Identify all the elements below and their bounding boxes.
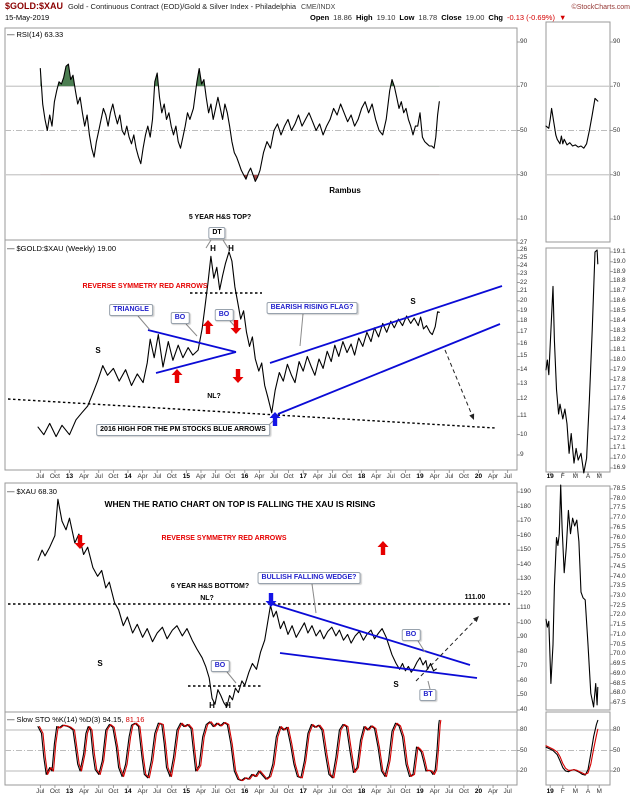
open-label: Open	[310, 13, 330, 22]
xau-series-line	[37, 498, 437, 708]
red-up-arrow	[377, 541, 389, 555]
sto-panel-label: — Slow STO %K(14) %D(3) 94.15, 81.16	[7, 715, 144, 724]
chart-header: $GOLD:$XAU Gold - Continuous Contract (E…	[5, 1, 630, 11]
rsi-panel-border	[4, 27, 518, 241]
arrowhead	[469, 413, 475, 420]
trendline	[269, 285, 503, 364]
ratio-panel-label: — $GOLD:$XAU (Weekly) 19.00	[7, 244, 116, 253]
trendline	[279, 652, 478, 679]
chg-direction-icon: ▼	[558, 13, 567, 22]
mini_rsi-series-line	[545, 97, 599, 149]
dashed-arrow-line	[415, 615, 480, 682]
high-value: 19.10	[376, 13, 396, 22]
mxau-panel-border	[545, 485, 611, 711]
trendline	[277, 323, 501, 415]
chg-label: Chg	[488, 13, 503, 22]
sto_k-series-line	[37, 719, 440, 782]
quote-row: 15-May-2019 Open 18.86 High 19.10 Low 18…	[5, 13, 630, 25]
red-down-arrow	[74, 535, 86, 549]
red-up-arrow	[171, 369, 183, 383]
legend-dash-icon: —	[7, 244, 15, 253]
close-label: Close	[441, 13, 462, 22]
legend-dash-icon: —	[7, 715, 15, 724]
callout-tail	[137, 315, 151, 331]
copyright-label: ©StockCharts.com	[571, 4, 630, 11]
legend-dash-icon: —	[7, 487, 15, 496]
legend-dash-icon: —	[7, 30, 15, 39]
sto-panel-border	[4, 711, 518, 786]
ratio-panel-label-text: $GOLD:$XAU (Weekly) 19.00	[16, 244, 117, 253]
callout-tail	[226, 671, 237, 684]
high-label: High	[355, 13, 373, 22]
exchange-label: CME/INDX	[301, 4, 336, 11]
mrsi-panel-border	[545, 21, 611, 243]
xau-panel-border	[4, 482, 518, 713]
trendline	[271, 603, 471, 666]
gold_xau_ratio-series-line	[37, 251, 440, 438]
sto-d-label-text: 81.16	[125, 715, 145, 724]
trendline	[155, 351, 237, 374]
blue-up-arrow	[269, 412, 281, 426]
msto-panel-border	[545, 711, 611, 786]
low-label: Low	[399, 13, 415, 22]
callout-tail	[185, 323, 198, 337]
open-value: 18.86	[333, 13, 352, 22]
callout-tail	[427, 680, 431, 690]
ticker-description: Gold - Continuous Contract (EOD)/Gold & …	[68, 2, 297, 11]
arrowhead	[472, 616, 479, 623]
ticker-symbol: $GOLD:$XAU	[5, 1, 64, 11]
mini_ratio-series-line	[545, 249, 599, 474]
callout-tail	[311, 583, 317, 614]
rsi-panel-label: — RSI(14) 63.33	[7, 30, 63, 39]
neckline-dashed	[7, 398, 496, 429]
ratio-panel-border	[4, 239, 518, 471]
dashed-arrow-line	[444, 349, 475, 421]
red-down-arrow	[232, 369, 244, 383]
close-value: 19.00	[465, 13, 485, 22]
xau-panel-label-text: $XAU 68.30	[16, 487, 57, 496]
callout-tail	[417, 640, 426, 653]
mini_sto_d-series-line	[545, 728, 599, 775]
red-down-arrow	[230, 320, 242, 334]
chart-date: 15-May-2019	[5, 13, 50, 22]
xau-panel-label: — $XAU 68.30	[7, 487, 57, 496]
callout-tail	[299, 313, 304, 347]
mini_xau-series-line	[545, 484, 599, 708]
low-value: 18.78	[418, 13, 438, 22]
callout-tail	[205, 239, 212, 249]
quote-bar: Open 18.86 High 19.10 Low 18.78 Close 19…	[310, 13, 566, 22]
blue-down-arrow	[265, 593, 277, 607]
red-up-arrow	[202, 320, 214, 334]
rsi-panel-label-text: RSI(14) 63.33	[16, 30, 64, 39]
callout-tail	[262, 420, 274, 432]
chg-value: -0.13 (-0.69%)	[507, 13, 555, 22]
callout-tail	[222, 239, 229, 249]
sto_d-series-line	[38, 719, 442, 782]
trendline	[147, 329, 237, 353]
sto-k-label-text: Slow STO %K(14) %D(3) 94.15,	[16, 715, 124, 724]
rsi-series-line	[39, 63, 440, 182]
